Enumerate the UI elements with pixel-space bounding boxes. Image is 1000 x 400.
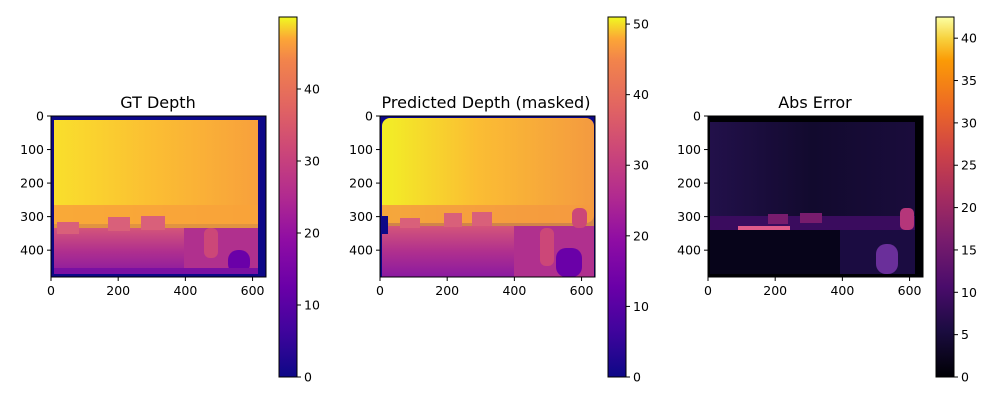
heatmap-image xyxy=(708,116,923,277)
panel-abs-error: Abs Error 0 200 400 600 0 100 200 300 400 0 5 10 1… xyxy=(677,16,977,385)
colorbar-tick-label: 30 xyxy=(304,154,320,169)
panel-predicted-depth: Predicted Depth (masked) 0 200 400 600 0100… xyxy=(349,16,649,385)
x-tick-label: 200 xyxy=(435,283,459,298)
y-tick-label: 200 xyxy=(20,176,44,191)
panel-gt-depth: GT Depth 0 200 400 600 0 100 200 300 400 0 10 20 3… xyxy=(20,16,320,385)
y-tick-label: 300 xyxy=(349,209,373,224)
colorbar: 0 10 20 30 40 xyxy=(278,16,320,385)
colorbar-tick-label: 35 xyxy=(961,73,977,88)
y-tick-label: 200 xyxy=(677,176,701,191)
colorbar-tick-label: 25 xyxy=(961,158,977,173)
chart-title: GT Depth xyxy=(120,93,195,112)
colorbar: 0 5 10 15 20 25 30 35 40 xyxy=(935,16,977,385)
colorbar-tick-label: 40 xyxy=(304,82,320,97)
colorbar-tick-label: 0 xyxy=(633,370,641,385)
x-tick-label: 600 xyxy=(241,283,265,298)
y-tick-label: 400 xyxy=(349,243,373,258)
y-tick-label: 300 xyxy=(20,209,44,224)
x-tick-label: 0 xyxy=(376,283,384,298)
axes-frame xyxy=(50,115,267,278)
colorbar-tick-label: 5 xyxy=(961,327,969,342)
x-tick-label: 400 xyxy=(502,283,526,298)
y-tick-label: 200 xyxy=(349,176,373,191)
colorbar-tick-label: 0 xyxy=(961,370,969,385)
colorbar-tick-label: 0 xyxy=(304,370,312,385)
x-axis: 0 200 400 600 xyxy=(376,277,594,298)
colorbar-tick-label: 30 xyxy=(961,115,977,130)
x-tick-label: 400 xyxy=(173,283,197,298)
y-tick-label: 0 xyxy=(365,109,373,124)
chart-title: Predicted Depth (masked) xyxy=(382,93,591,112)
y-tick-label: 100 xyxy=(349,142,373,157)
colorbar: 0 10 20 30 40 50 xyxy=(607,16,649,385)
y-tick-label: 300 xyxy=(677,209,701,224)
y-axis: 0 100 200 300 400 xyxy=(20,109,51,258)
chart-title: Abs Error xyxy=(778,93,852,112)
colorbar-tick-label: 10 xyxy=(304,298,320,313)
x-tick-label: 200 xyxy=(106,283,130,298)
colorbar-tick-label: 50 xyxy=(633,17,649,32)
x-tick-label: 600 xyxy=(898,283,922,298)
y-tick-label: 100 xyxy=(677,142,701,157)
x-tick-label: 400 xyxy=(830,283,854,298)
colorbar-tick-label: 20 xyxy=(961,200,977,215)
y-tick-label: 100 xyxy=(20,142,44,157)
y-tick-label: 400 xyxy=(20,243,44,258)
x-tick-label: 0 xyxy=(47,283,55,298)
heatmap-image xyxy=(380,116,595,277)
colorbar-tick-label: 10 xyxy=(961,285,977,300)
colorbar-tick-label: 20 xyxy=(304,226,320,241)
colorbar-tick-label: 40 xyxy=(633,87,649,102)
colorbar-tick-label: 40 xyxy=(961,31,977,46)
heatmap-image xyxy=(51,116,266,277)
colorbar-tick-label: 15 xyxy=(961,242,977,257)
colorbar-tick-label: 20 xyxy=(633,228,649,243)
colorbar-tick-label: 30 xyxy=(633,158,649,173)
axes-frame xyxy=(379,115,596,278)
y-axis: 0 100 200 300 400 xyxy=(677,109,708,258)
y-tick-label: 0 xyxy=(36,109,44,124)
x-tick-label: 200 xyxy=(763,283,787,298)
y-axis: 0 100 200 300 400 xyxy=(349,109,380,258)
x-tick-label: 0 xyxy=(704,283,712,298)
y-tick-label: 0 xyxy=(693,109,701,124)
x-axis: 0 200 400 600 xyxy=(47,277,265,298)
x-tick-label: 600 xyxy=(570,283,594,298)
y-tick-label: 400 xyxy=(677,243,701,258)
x-axis: 0 200 400 600 xyxy=(704,277,922,298)
colorbar-tick-label: 10 xyxy=(633,299,649,314)
axes-frame xyxy=(707,115,924,278)
